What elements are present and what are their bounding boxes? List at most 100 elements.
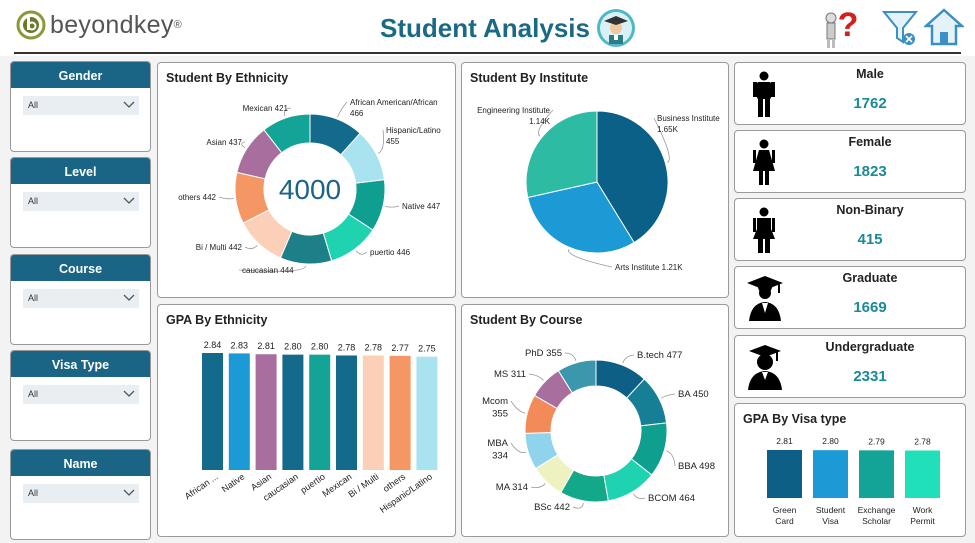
panel-student-by-institute: Student By Institute Business Institute 1… (461, 62, 729, 298)
filter-level-title: Level (11, 158, 150, 184)
bar-mexican[interactable] (336, 355, 357, 470)
filter-visa-type-value: All (28, 389, 39, 399)
slice-label-bcom: BCOM 464 (648, 493, 695, 504)
female-icon (753, 139, 775, 185)
filter-level: Level All (10, 157, 151, 248)
bar-value-label: 2.81 (257, 341, 275, 351)
slice-arts-institute[interactable] (527, 181, 635, 254)
slice-label-others: others 442 (178, 193, 216, 202)
filter-gender-title: Gender (11, 62, 150, 88)
home-icon[interactable] (924, 6, 964, 50)
help-icon[interactable]: ? (818, 6, 862, 50)
kpi-undergraduate: Undergraduate 2331 (734, 335, 966, 398)
panel-gpa-by-ethnicity: GPA By Ethnicity 2.84 African ... 2.83 Nati… (157, 304, 456, 537)
filter-gender-select[interactable]: All (23, 96, 139, 115)
chevron-down-icon (123, 197, 135, 204)
clear-filter-icon[interactable] (880, 6, 920, 50)
page-title: Student Analysis (380, 12, 590, 43)
svg-text:?: ? (838, 6, 859, 44)
panel-title: GPA By Visa type (743, 412, 847, 426)
filter-course-value: All (28, 293, 39, 303)
header-divider (14, 52, 961, 54)
slice-label-arts-institute: Arts Institute 1.21K (615, 263, 683, 272)
slice-business-institute[interactable] (596, 110, 669, 244)
bar-green-card[interactable] (767, 450, 802, 498)
kpi-label: Male (856, 67, 884, 81)
gpa-visa-bar-chart: 2.81 Green Card 2.80 Student Visa 2.79 Exchange… (767, 436, 940, 526)
bar-others[interactable] (389, 355, 411, 470)
slice-label-mba: MBA 334 (487, 438, 508, 462)
slice-label-bi-multi: Bi / Multi 442 (196, 243, 243, 252)
filter-course-select[interactable]: All (23, 289, 139, 308)
bar-category-label: African ... (183, 471, 220, 501)
slice-phd[interactable] (557, 359, 597, 394)
leader-line (218, 196, 234, 200)
slice-mexican[interactable] (263, 113, 311, 154)
bar-caucasian[interactable] (282, 354, 304, 470)
slice-engineering-institute[interactable] (525, 110, 598, 199)
kpi-label: Non-Binary (836, 203, 904, 217)
bar-value-label: 2.78 (365, 342, 383, 352)
leader-line (355, 250, 368, 255)
leader-line (528, 373, 544, 381)
leader-line (378, 129, 384, 154)
leader-line (622, 354, 635, 364)
kpi-label: Female (848, 135, 892, 149)
leader-line (238, 265, 307, 272)
filter-gender-value: All (28, 100, 39, 110)
brand-logo: beyondkey ® (16, 10, 182, 40)
filter-name: Name All (10, 449, 151, 540)
bar-value-label: 2.80 (311, 342, 329, 352)
bar-category-label: Student Visa (816, 505, 846, 526)
filter-name-value: All (28, 488, 39, 498)
leader-line (633, 493, 646, 500)
slice-label-mexican: Mexican 421 (243, 104, 289, 113)
bar-category-label: Green Card (773, 505, 797, 526)
bar-hispanic-latino[interactable] (416, 356, 438, 470)
leader-line (241, 141, 246, 149)
bar-value-label: 2.80 (284, 342, 302, 352)
bar-category-label: Exchange Scholar (858, 505, 896, 526)
bar-exchange-scholar[interactable] (859, 450, 894, 498)
leader-line (530, 483, 546, 489)
panel-title: Student By Course (470, 313, 583, 327)
leader-line (337, 101, 348, 118)
slice-label-african-american-african: African American/African 466 (350, 98, 438, 118)
bar-puertio[interactable] (309, 354, 331, 470)
leader-line (660, 393, 676, 399)
filter-level-select[interactable]: All (23, 192, 139, 211)
kpi-value: 1669 (853, 299, 887, 316)
slice-label-caucasian: caucasian 444 (242, 266, 294, 275)
kpi-value: 1762 (853, 95, 887, 112)
kpi-female: Female 1823 (734, 130, 966, 193)
kpi-graduate: Graduate 1669 (734, 266, 966, 329)
leader-line (653, 117, 670, 163)
bar-native[interactable] (228, 353, 250, 470)
slice-label-hispanic-latino: Hispanic/Latino 455 (386, 126, 441, 146)
slice-label-ms: MS 311 (494, 369, 526, 380)
logo-registered-mark: ® (173, 19, 182, 31)
filter-name-select[interactable]: All (23, 484, 139, 503)
leader-line (244, 244, 258, 250)
leader-line (510, 400, 526, 414)
bar-category-label: Work Permit (910, 505, 935, 526)
bar-bi-multi[interactable] (362, 355, 384, 470)
institute-pie-chart: Business Institute 1.65K Arts Institute 1.… (477, 106, 720, 272)
panel-title: Student By Ethnicity (166, 71, 289, 85)
bar-value-label: 2.80 (822, 436, 839, 446)
kpi-label: Undergraduate (825, 340, 915, 354)
bar-category-label: Native (220, 471, 247, 494)
bar-work-permit[interactable] (905, 450, 940, 498)
bar-asian[interactable] (255, 354, 277, 470)
slice-label-bsc: BSc 442 (534, 502, 570, 513)
bar-student-visa[interactable] (813, 450, 848, 498)
slice-label-bba: BBA 498 (678, 461, 715, 472)
filter-course-title: Course (11, 255, 150, 281)
filter-visa-type-select[interactable]: All (23, 385, 139, 404)
filter-gender: Gender All (10, 61, 151, 152)
chevron-down-icon (123, 101, 135, 108)
bar-african[interactable] (202, 353, 223, 470)
leader-line (564, 352, 577, 361)
chevron-down-icon (123, 294, 135, 301)
